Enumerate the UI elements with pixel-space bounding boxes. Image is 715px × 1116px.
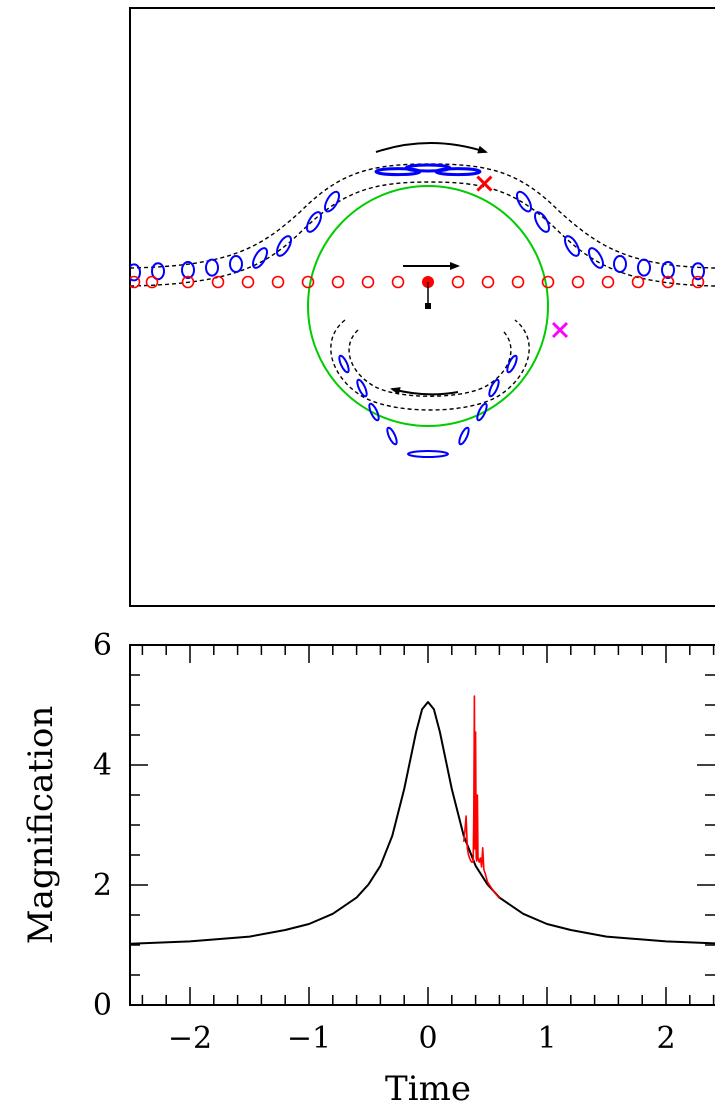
x-axis-title: Time — [385, 1069, 471, 1109]
light-curve-series — [130, 695, 715, 945]
x-tick-label: 0 — [418, 1021, 437, 1056]
source-position-5 — [271, 275, 285, 289]
light-curve-tick-labels: −2 −1 0 1 2 0 2 4 6 — [93, 628, 676, 1056]
image-major-0 — [130, 263, 141, 282]
y-tick-label: 4 — [93, 748, 112, 783]
source-position-1 — [145, 275, 159, 289]
motion-arrow-top — [375, 142, 488, 154]
source-position-3 — [211, 275, 225, 289]
image-major-16 — [613, 255, 627, 273]
y-axis-title: Magnification — [21, 706, 61, 945]
source-position-13 — [541, 275, 555, 289]
image-major-6 — [276, 235, 292, 257]
image-envelope-outer-bottom — [330, 319, 530, 411]
image-major-3 — [205, 258, 219, 277]
cross-marker-0 — [476, 175, 493, 192]
source-position-10 — [451, 275, 465, 289]
source-position-6 — [301, 275, 315, 289]
y-tick-label: 6 — [93, 628, 112, 663]
image-major-12 — [516, 190, 532, 213]
y-tick-label: 0 — [93, 988, 112, 1023]
image-minor-8 — [506, 354, 518, 374]
image-envelope-inner-bottom — [348, 329, 512, 397]
light-curve-frame — [129, 644, 715, 1006]
image-minor-0 — [338, 354, 350, 374]
image-minor-6 — [476, 402, 488, 422]
planet — [425, 303, 431, 309]
source-position-15 — [601, 275, 615, 289]
image-major-1 — [151, 262, 165, 281]
image-minor-3 — [386, 426, 398, 446]
source-position-7 — [331, 275, 345, 289]
source-position-8 — [361, 275, 375, 289]
source-position-18 — [691, 275, 705, 289]
image-major-8 — [324, 190, 340, 213]
source-position-16 — [631, 275, 645, 289]
source-position-4 — [241, 275, 255, 289]
source-position-9 — [391, 275, 405, 289]
x-tick-label: 1 — [537, 1021, 556, 1056]
lens-plane-frame — [129, 7, 715, 607]
image-envelope-outer-top — [130, 163, 715, 269]
light-curve-line-0 — [130, 701, 715, 945]
light-curve-ticks — [130, 645, 715, 1005]
light-curve-line-1 — [462, 695, 501, 899]
image-minor-1 — [356, 378, 368, 398]
x-tick-label: −2 — [168, 1021, 212, 1056]
lens-plane-marks — [130, 163, 705, 458]
source-position-12 — [511, 275, 525, 289]
image-minor-2 — [368, 402, 380, 422]
image-major-15 — [588, 247, 604, 269]
image-major-11 — [434, 167, 482, 177]
source-position-14 — [571, 275, 585, 289]
image-minor-4 — [407, 450, 449, 458]
source-position-2 — [181, 275, 195, 289]
image-major-5 — [252, 247, 268, 269]
lens-plane-panel — [129, 7, 715, 607]
image-major-7 — [306, 211, 322, 233]
image-major-13 — [534, 211, 550, 233]
image-major-18 — [661, 261, 675, 279]
source-position-0 — [130, 275, 141, 289]
einstein-ring — [307, 185, 549, 427]
image-major-14 — [564, 235, 580, 257]
image-major-19 — [691, 262, 705, 281]
image-major-17 — [637, 258, 651, 277]
source-position-11 — [481, 275, 495, 289]
light-curve-panel: −2 −1 0 1 2 0 2 4 6 Time Magnification — [21, 628, 715, 1109]
image-major-2 — [181, 261, 195, 279]
image-minor-7 — [488, 378, 500, 398]
motion-arrow-bottom — [390, 387, 459, 396]
y-tick-label: 2 — [93, 868, 112, 903]
x-tick-label: −1 — [287, 1021, 331, 1056]
image-minor-5 — [458, 426, 470, 446]
image-envelope-inner-top — [130, 181, 715, 287]
image-major-4 — [229, 255, 243, 273]
source-position-17 — [661, 275, 675, 289]
x-tick-label: 2 — [656, 1021, 675, 1056]
cross-marker-1 — [551, 321, 569, 339]
